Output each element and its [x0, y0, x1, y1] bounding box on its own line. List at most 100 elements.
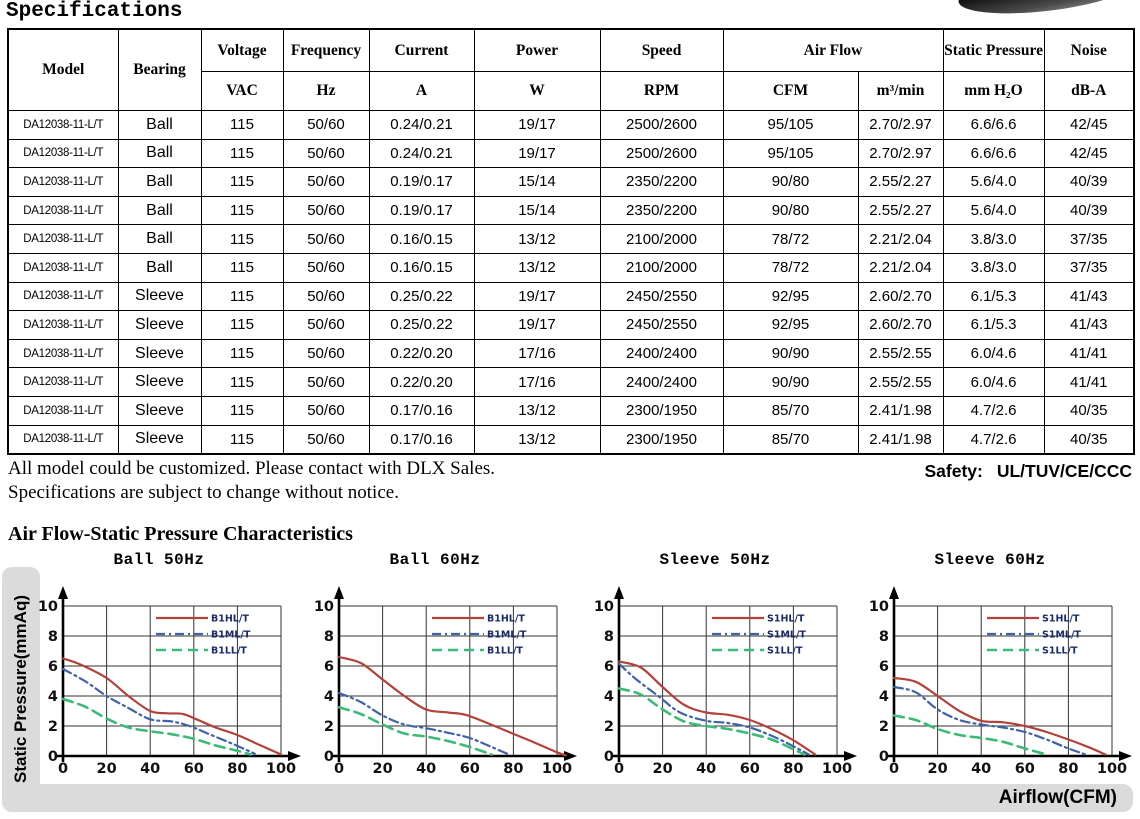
svg-text:40: 40: [416, 761, 436, 777]
table-cell: 50/60: [282, 367, 370, 397]
chart-grid: [618, 605, 838, 757]
table-cell: 2100/2000: [599, 224, 724, 254]
table-row: DA12038-11-L/T Sleeve 115 50/60 0.25/0.22 19/…: [7, 281, 1135, 312]
series-curve-b1hlt: [61, 657, 283, 756]
svg-text:60: 60: [1015, 761, 1035, 777]
section-title: Air Flow-Static Pressure Characteristics: [8, 523, 353, 545]
svg-text:0: 0: [324, 749, 334, 765]
svg-text:20: 20: [928, 761, 948, 777]
table-cell: 6.0/4.6: [942, 338, 1045, 369]
chart-title: Sleeve 50Hz: [659, 551, 771, 569]
svg-text:2: 2: [324, 719, 334, 735]
table-cell: 85/70: [722, 395, 859, 426]
svg-text:80: 80: [1058, 761, 1078, 777]
table-cell: 40/39: [1043, 167, 1135, 197]
chart-legend: S1HL/T S1ML/T S1LL/T: [987, 614, 1081, 657]
svg-text:8: 8: [48, 629, 58, 645]
table-cell: DA12038-11-L/T: [7, 195, 119, 226]
table-cell: Sleeve: [117, 367, 202, 397]
chart-legend: B1HL/T B1ML/T B1LL/T: [432, 614, 527, 657]
table-cell: DA12038-11-L/T: [7, 367, 119, 397]
series-curve-b1mlt: [337, 691, 511, 756]
table-cell: 0.16/0.15: [368, 224, 475, 254]
legend-label: S1HL/T: [767, 614, 805, 625]
table-cell: Ball: [117, 110, 202, 140]
legend-label: S1ML/T: [1042, 630, 1081, 641]
svg-text:6: 6: [48, 659, 58, 675]
svg-text:20: 20: [373, 761, 393, 777]
unit-power: W: [473, 71, 601, 111]
table-cell: 37/35: [1043, 252, 1135, 283]
safety-label: Safety:: [924, 461, 983, 481]
table-cell: 78/72: [722, 224, 859, 254]
table-cell: 40/35: [1043, 395, 1135, 426]
col-header-speed: Speed: [599, 28, 724, 72]
unit-frequency: Hz: [282, 71, 370, 111]
chart-grid: [62, 605, 282, 757]
table-cell: DA12038-11-L/T: [7, 138, 119, 169]
series-curve-s1hlt: [617, 660, 817, 756]
table-cell: 50/60: [282, 338, 370, 369]
svg-text:40: 40: [140, 761, 160, 777]
table-cell: 50/60: [282, 224, 370, 254]
legend-label: S1ML/T: [767, 630, 806, 641]
chart-title: Sleeve 60Hz: [934, 551, 1046, 569]
chart-axes: [611, 586, 857, 762]
svg-text:10: 10: [314, 599, 334, 615]
table-cell: 2.55/2.55: [857, 367, 944, 397]
chart-sleeve-50hz: Sleeve 50Hz 0 2 4 6 8 10 0 20 40 60 80 100 S1HL/T S1M…: [594, 551, 866, 782]
table-cell: 0.19/0.17: [368, 167, 475, 197]
table-cell: 17/16: [473, 338, 601, 369]
svg-text:8: 8: [879, 629, 889, 645]
table-row: DA12038-11-L/T Sleeve 115 50/60 0.22/0.20 17/…: [7, 338, 1135, 369]
table-cell: 115: [200, 310, 284, 340]
table-cell: 5.6/4.0: [942, 167, 1045, 197]
chart-axes: [886, 586, 1132, 762]
table-cell: 19/17: [473, 281, 601, 312]
table-cell: 0.22/0.20: [368, 338, 475, 369]
legend-label: S1HL/T: [1042, 614, 1080, 625]
svg-text:100: 100: [822, 761, 852, 777]
table-cell: 5.6/4.0: [942, 195, 1045, 226]
table-cell: 95/105: [722, 138, 859, 169]
svg-text:0: 0: [614, 761, 624, 777]
table-cell: 3.8/3.0: [942, 252, 1045, 283]
table-cell: 2300/1950: [599, 395, 724, 426]
table-cell: Ball: [117, 224, 202, 254]
table-cell: 40/35: [1043, 424, 1135, 455]
svg-text:2: 2: [879, 719, 889, 735]
table-cell: 2.60/2.70: [857, 281, 944, 312]
svg-text:0: 0: [604, 749, 614, 765]
safety-certifications: Safety: UL/TUV/CE/CCC: [925, 461, 1133, 482]
table-cell: 0.19/0.17: [368, 195, 475, 226]
table-cell: 42/45: [1043, 110, 1135, 140]
legend-label: B1LL/T: [211, 646, 247, 657]
table-cell: 2.55/2.27: [857, 167, 944, 197]
table-cell: 0.25/0.22: [368, 281, 475, 312]
table-cell: 2.21/2.04: [857, 252, 944, 283]
table-cell: 115: [200, 338, 284, 369]
svg-text:0: 0: [48, 749, 58, 765]
svg-text:0: 0: [889, 761, 899, 777]
table-cell: DA12038-11-L/T: [7, 424, 119, 455]
footnote-line: All model could be customized. Please co…: [8, 458, 496, 479]
svg-text:20: 20: [653, 761, 673, 777]
table-cell: 6.6/6.6: [942, 110, 1045, 140]
legend-label: S1LL/T: [1042, 646, 1078, 657]
table-cell: 50/60: [282, 395, 370, 426]
svg-text:0: 0: [879, 749, 889, 765]
table-cell: 40/39: [1043, 195, 1135, 226]
table-row: DA12038-11-L/T Ball 115 50/60 0.16/0.15 13/12…: [7, 224, 1135, 254]
table-cell: 2350/2200: [599, 167, 724, 197]
table-cell: 0.24/0.21: [368, 110, 475, 140]
svg-text:8: 8: [324, 629, 334, 645]
svg-text:80: 80: [227, 761, 247, 777]
table-cell: 50/60: [282, 424, 370, 455]
chart-title: Ball 50Hz: [113, 551, 205, 569]
table-cell: 115: [200, 252, 284, 283]
table-cell: 50/60: [282, 167, 370, 197]
table-cell: 41/43: [1043, 310, 1135, 340]
